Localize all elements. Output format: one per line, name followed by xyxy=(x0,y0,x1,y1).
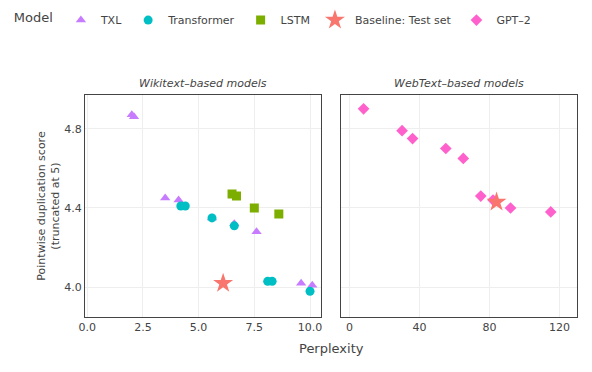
svg-text:2.5: 2.5 xyxy=(134,321,152,334)
svg-text:120: 120 xyxy=(549,321,570,334)
svg-text:7.5: 7.5 xyxy=(246,321,264,334)
svg-text:Pointwise duplication score(tr: Pointwise duplication score(truncated at… xyxy=(35,131,62,281)
svg-text:WebText–based models: WebText–based models xyxy=(394,77,524,90)
svg-text:10.0: 10.0 xyxy=(298,321,323,334)
svg-text:GPT–2: GPT–2 xyxy=(496,14,530,27)
svg-text:Wikitext–based models: Wikitext–based models xyxy=(139,77,267,90)
svg-text:Perplexity: Perplexity xyxy=(299,341,364,356)
svg-text:Model: Model xyxy=(14,10,53,25)
svg-text:4.4: 4.4 xyxy=(64,202,82,215)
svg-text:4.8: 4.8 xyxy=(64,123,82,136)
svg-text:80: 80 xyxy=(483,321,497,334)
svg-text:4.0: 4.0 xyxy=(64,281,82,294)
svg-text:Transformer: Transformer xyxy=(167,14,234,27)
svg-text:40: 40 xyxy=(413,321,427,334)
svg-text:5.0: 5.0 xyxy=(190,321,208,334)
svg-text:LSTM: LSTM xyxy=(281,14,310,27)
svg-text:0: 0 xyxy=(346,321,353,334)
svg-text:TXL: TXL xyxy=(100,14,122,27)
svg-text:0.0: 0.0 xyxy=(78,321,96,334)
svg-text:Baseline: Test set: Baseline: Test set xyxy=(355,14,451,27)
